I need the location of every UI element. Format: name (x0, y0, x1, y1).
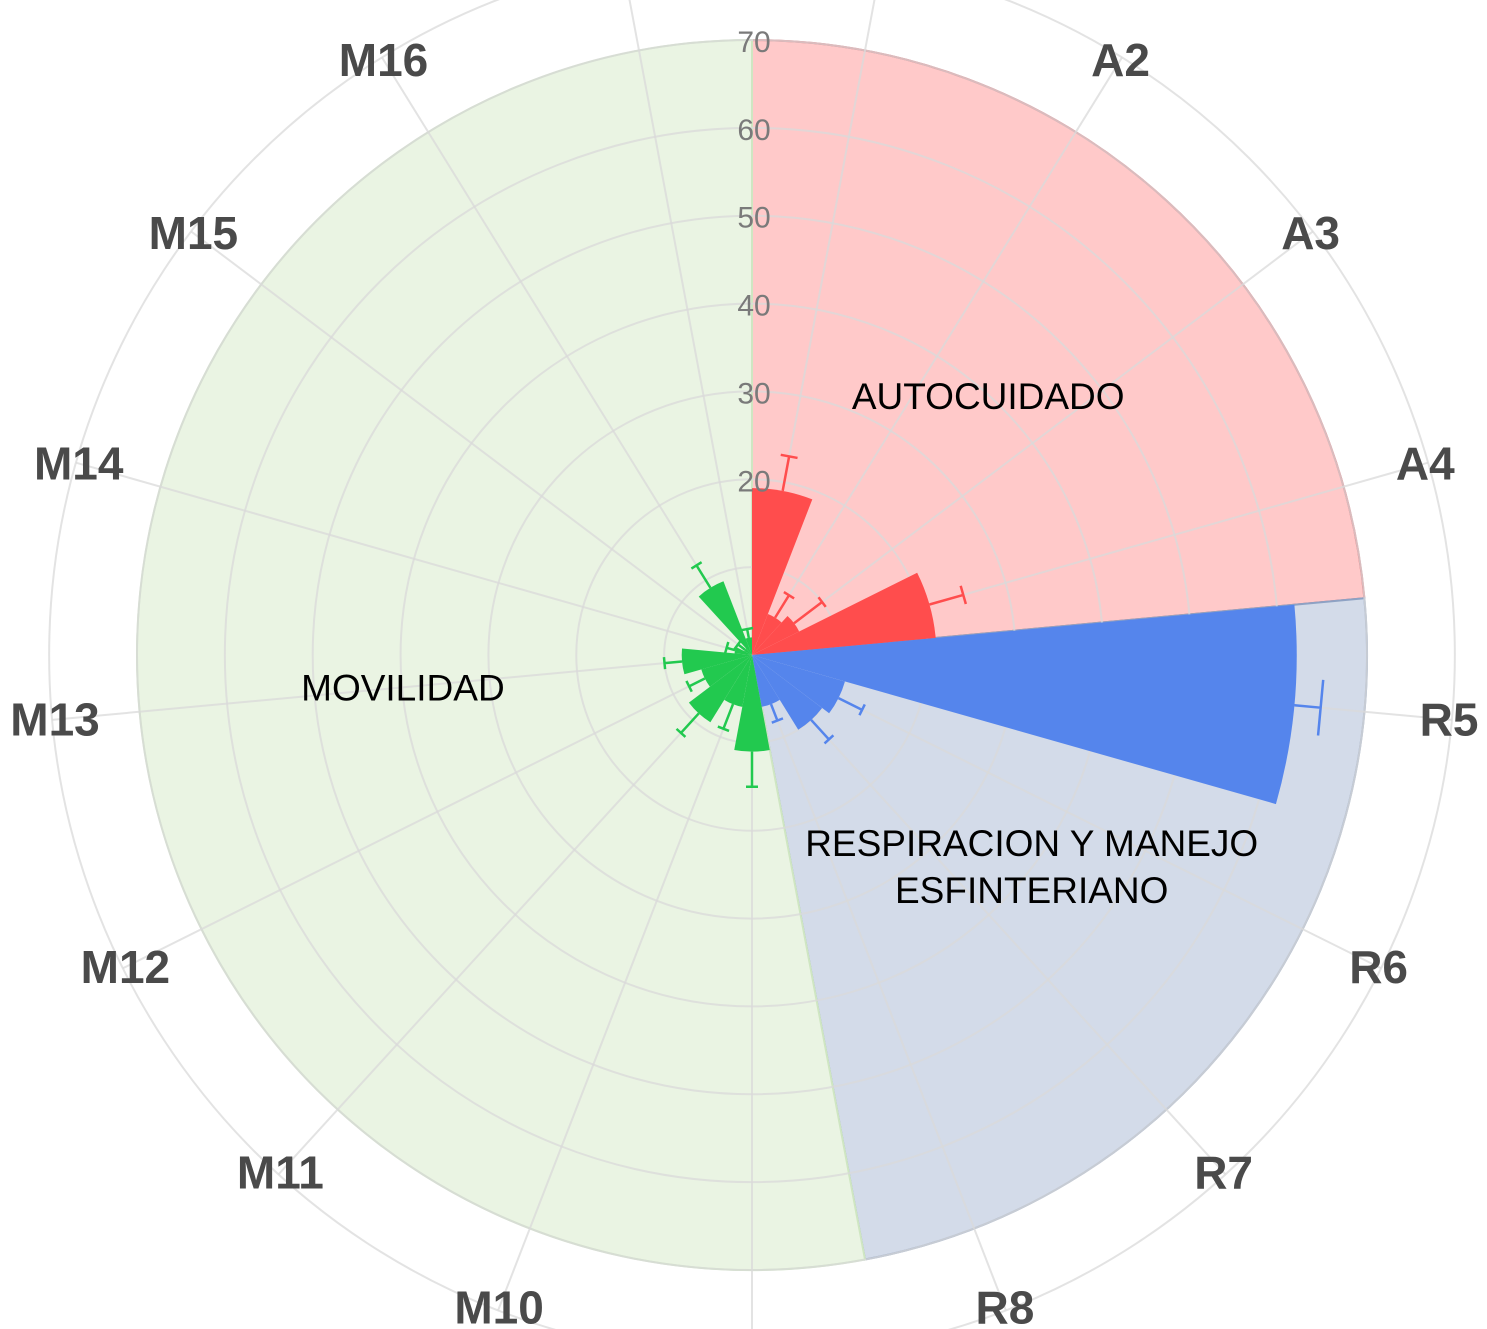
bar-m12 (701, 655, 752, 687)
grid-spoke (381, 56, 753, 656)
grid-circle (48, 0, 1456, 1329)
error-bar-a3 (793, 596, 827, 625)
category-label-r7: R7 (1194, 1146, 1253, 1198)
bar-a4 (752, 572, 936, 655)
grid-spoke (497, 654, 753, 1311)
grid-spoke (751, 56, 1123, 656)
grid-spoke (75, 461, 753, 656)
error-bar-r5 (1294, 679, 1325, 736)
error-bar-m11 (675, 712, 700, 738)
bar-m10 (724, 655, 752, 707)
grid-spoke (190, 230, 753, 656)
bars (681, 488, 1297, 805)
category-labels: A1A2A3A4R5R6R7R8M9M10M11M12M13M14M15M16M… (10, 34, 1479, 1329)
error-bar-m9 (746, 751, 758, 789)
group-label-movilidad: MOVILIDAD (301, 667, 505, 708)
error-bar-a1 (780, 453, 798, 492)
bar-r8 (752, 655, 780, 707)
error-bar-a2 (774, 591, 795, 619)
category-label-m11: M11 (237, 1146, 324, 1198)
bar-m11 (688, 655, 752, 723)
error-bar-r6 (837, 696, 866, 716)
bar-a2 (752, 614, 782, 655)
bar-m9 (734, 655, 770, 752)
group-labels: AUTOCUIDADO RESPIRACION Y MANEJO ESFINTERI… (301, 376, 1258, 911)
error-bar-m15 (733, 638, 746, 651)
radial-tick-labels: 20 30 40 50 60 70 (737, 26, 770, 498)
radial-tick-40: 40 (737, 290, 770, 323)
bar-r5 (752, 604, 1297, 805)
category-label-m13: M13 (10, 694, 99, 746)
radial-tick-60: 60 (737, 114, 770, 147)
category-label-a3: A3 (1281, 207, 1340, 259)
error-bars (662, 453, 1325, 789)
bar-a3 (752, 616, 800, 655)
error-bar-m17 (741, 626, 754, 638)
category-label-m16: M16 (339, 34, 428, 86)
grid-spoke (751, 654, 1007, 1311)
grid-spoke (52, 654, 753, 721)
group-label-respiracion-y-manejo-esfinteriano: ESFINTERIANO (895, 870, 1168, 911)
group-label-autocuidado: AUTOCUIDADO (852, 376, 1125, 417)
grid-spoke (122, 654, 753, 970)
error-bar-m13 (662, 657, 683, 670)
bar-a1 (752, 488, 813, 655)
error-bar-a4 (929, 585, 968, 606)
error-bar-m16 (690, 561, 712, 589)
bar-m14 (734, 647, 752, 655)
radial-tick-70: 70 (737, 26, 770, 59)
bar-r6 (752, 655, 845, 714)
category-label-a2: A2 (1091, 34, 1150, 86)
category-label-r6: R6 (1349, 941, 1408, 993)
radial-tick-50: 50 (737, 202, 770, 235)
group-background-autocuidado (751, 38, 1366, 657)
error-bar-m14 (723, 641, 736, 654)
grid-spoke (751, 654, 1227, 1176)
bar-m13 (681, 648, 752, 675)
category-label-m15: M15 (149, 207, 238, 259)
grid-spoke (628, 0, 753, 656)
category-label-m14: M14 (34, 437, 124, 489)
bar-m17 (745, 637, 752, 655)
bar-m16 (698, 581, 752, 655)
category-label-r5: R5 (1420, 694, 1479, 746)
radial-tick-30: 30 (737, 377, 770, 410)
category-label-r8: R8 (975, 1282, 1034, 1329)
grid-spoke (277, 654, 753, 1176)
grid-spoke (751, 230, 1314, 656)
bar-r7 (752, 655, 823, 730)
error-bar-r7 (810, 719, 835, 745)
group-label-respiracion-y-manejo-esfinteriano: RESPIRACION Y MANEJO (805, 823, 1258, 864)
error-bar-m12 (685, 677, 706, 693)
category-label-m12: M12 (81, 941, 170, 993)
radial-tick-20: 20 (737, 465, 770, 498)
bar-m15 (744, 648, 752, 655)
error-bar-m10 (717, 703, 735, 733)
category-label-a4: A4 (1396, 437, 1455, 489)
error-bar-r8 (769, 703, 784, 724)
category-label-m10: M10 (454, 1282, 543, 1329)
